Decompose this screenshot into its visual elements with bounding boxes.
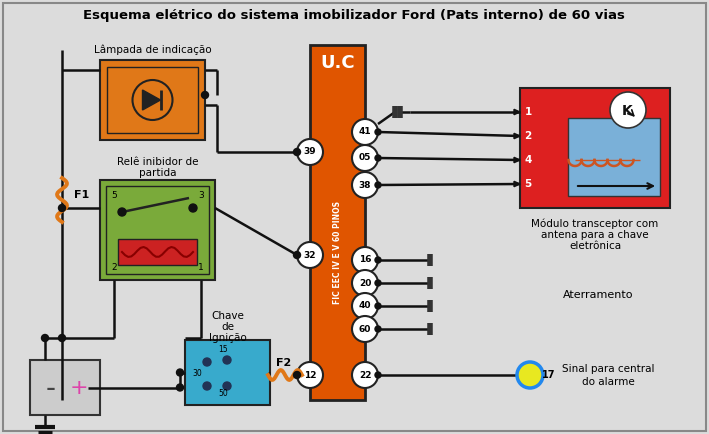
Circle shape — [177, 369, 184, 376]
Text: 22: 22 — [359, 371, 372, 379]
Text: 5: 5 — [111, 191, 117, 201]
Bar — [30, 360, 100, 415]
Circle shape — [375, 182, 381, 188]
Bar — [185, 340, 270, 405]
Polygon shape — [514, 181, 520, 187]
Circle shape — [133, 80, 172, 120]
Bar — [568, 118, 660, 196]
Text: 16: 16 — [359, 256, 372, 264]
Text: 15: 15 — [218, 345, 228, 355]
Text: 1: 1 — [198, 263, 204, 273]
Circle shape — [352, 293, 378, 319]
Circle shape — [610, 92, 646, 128]
Circle shape — [375, 257, 381, 263]
Bar — [107, 67, 198, 133]
Circle shape — [189, 204, 197, 212]
Circle shape — [375, 372, 381, 378]
Text: 1: 1 — [525, 107, 532, 117]
Circle shape — [517, 362, 543, 388]
Circle shape — [201, 92, 208, 99]
Text: 2: 2 — [525, 131, 532, 141]
Text: 17: 17 — [542, 370, 556, 380]
Circle shape — [223, 382, 231, 390]
Circle shape — [59, 204, 65, 211]
Text: 50: 50 — [218, 389, 228, 398]
Circle shape — [352, 119, 378, 145]
Circle shape — [297, 242, 323, 268]
Text: 38: 38 — [359, 181, 372, 190]
Text: Ignição: Ignição — [208, 333, 246, 343]
Text: Aterramento: Aterramento — [563, 290, 633, 300]
Bar — [310, 45, 365, 400]
Text: Relê inibidor de: Relê inibidor de — [117, 157, 199, 167]
Circle shape — [352, 172, 378, 198]
Circle shape — [203, 358, 211, 366]
Text: 2: 2 — [111, 263, 117, 273]
Circle shape — [375, 155, 381, 161]
Circle shape — [177, 384, 184, 391]
Circle shape — [352, 362, 378, 388]
Bar — [106, 186, 209, 274]
Circle shape — [297, 139, 323, 165]
Text: FIC EEC IV E V 60 PINOS: FIC EEC IV E V 60 PINOS — [333, 201, 342, 304]
Text: Lâmpada de indicação: Lâmpada de indicação — [94, 45, 211, 55]
Circle shape — [352, 247, 378, 273]
Circle shape — [297, 362, 323, 388]
Circle shape — [294, 251, 301, 259]
Polygon shape — [143, 90, 160, 110]
Text: 32: 32 — [303, 250, 316, 260]
Circle shape — [375, 129, 381, 135]
Circle shape — [42, 335, 48, 342]
Bar — [100, 180, 215, 280]
Circle shape — [223, 356, 231, 364]
Bar — [100, 60, 205, 140]
Text: -: - — [46, 375, 56, 404]
Text: 20: 20 — [359, 279, 372, 287]
Circle shape — [375, 326, 381, 332]
Text: +: + — [69, 378, 89, 398]
Text: 12: 12 — [303, 371, 316, 379]
Text: Sinal para central: Sinal para central — [562, 364, 654, 374]
Text: 41: 41 — [359, 128, 372, 137]
Text: eletrônica: eletrônica — [569, 241, 621, 251]
Circle shape — [375, 280, 381, 286]
Polygon shape — [514, 133, 520, 139]
Circle shape — [352, 270, 378, 296]
Polygon shape — [514, 109, 520, 115]
Bar — [118, 239, 197, 265]
Text: 60: 60 — [359, 325, 372, 333]
Circle shape — [352, 316, 378, 342]
Circle shape — [294, 148, 301, 155]
Circle shape — [375, 303, 381, 309]
Circle shape — [352, 145, 378, 171]
Text: 39: 39 — [303, 148, 316, 157]
Circle shape — [203, 382, 211, 390]
Text: U.C: U.C — [320, 54, 354, 72]
Circle shape — [59, 335, 65, 342]
Text: 30: 30 — [192, 369, 202, 378]
Text: Módulo transceptor com: Módulo transceptor com — [531, 219, 659, 229]
Text: Chave: Chave — [211, 311, 244, 321]
Text: do alarme: do alarme — [581, 377, 635, 387]
Text: partida: partida — [139, 168, 177, 178]
Bar — [520, 88, 670, 208]
Text: F1: F1 — [74, 190, 89, 200]
Text: F2: F2 — [277, 358, 291, 368]
Circle shape — [294, 372, 301, 378]
Polygon shape — [514, 157, 520, 163]
Text: de: de — [221, 322, 234, 332]
Text: Esquema elétrico do sistema imobilizador Ford (Pats interno) de 60 vias: Esquema elétrico do sistema imobilizador… — [83, 10, 625, 23]
Text: K: K — [622, 104, 632, 118]
Text: 40: 40 — [359, 302, 372, 310]
Text: 5: 5 — [525, 179, 532, 189]
Text: 3: 3 — [198, 191, 204, 201]
Text: antena para a chave: antena para a chave — [541, 230, 649, 240]
Text: 4: 4 — [525, 155, 532, 165]
Text: 05: 05 — [359, 154, 372, 162]
Circle shape — [118, 208, 126, 216]
